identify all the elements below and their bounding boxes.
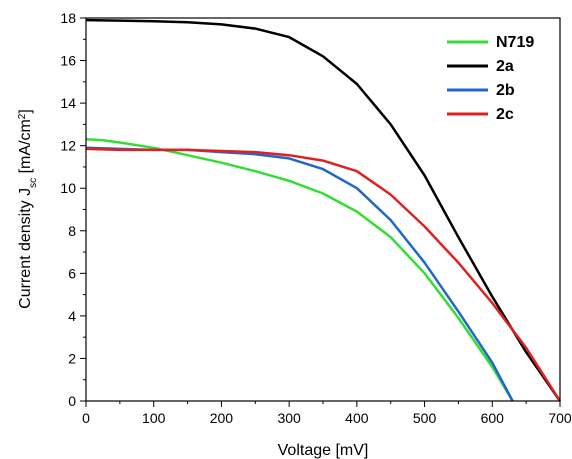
plot-lines	[85, 18, 562, 402]
y-axis-title-subscript: sc	[28, 178, 39, 188]
y-tick-label: 8	[68, 223, 76, 239]
y-tick-label: 18	[60, 10, 76, 26]
series-line-2c	[85, 147, 562, 402]
y-axis-title-superscript: 2	[17, 113, 28, 119]
plot-frame	[85, 17, 561, 402]
y-axis-title: Current density Jsc [mA/cm2]	[17, 109, 39, 309]
x-tick-label: 400	[345, 410, 369, 426]
y-tick-label: 16	[60, 53, 76, 69]
legend-label-2a: 2a	[496, 58, 514, 75]
x-axis-ticks: 0 100 200 300 400 500 600 700	[82, 401, 572, 426]
x-tick-label: 600	[481, 410, 505, 426]
y-axis-title-main: Current density J	[17, 188, 34, 309]
x-tick-label: 700	[548, 410, 572, 426]
y-tick-label: 14	[60, 95, 76, 111]
x-tick-label: 200	[210, 410, 234, 426]
y-tick-label: 4	[68, 308, 76, 324]
x-tick-label: 500	[413, 410, 437, 426]
series-line-n719	[85, 138, 514, 402]
series-line-2a	[85, 18, 562, 402]
y-axis-title-unit: [mA/cm	[17, 119, 34, 178]
x-tick-label: 0	[82, 410, 90, 426]
y-tick-label: 10	[60, 180, 76, 196]
y-axis-title-close: ]	[17, 109, 34, 113]
y-tick-label: 0	[68, 393, 76, 409]
x-tick-label: 100	[142, 410, 166, 426]
y-tick-label: 6	[68, 265, 76, 281]
y-tick-label: 12	[60, 138, 76, 154]
x-axis-title: Voltage [mV]	[278, 442, 369, 459]
legend: N719 2a 2b 2c	[447, 34, 534, 123]
legend-label-2c: 2c	[496, 106, 514, 123]
y-tick-label: 2	[68, 350, 76, 366]
legend-label-2b: 2b	[496, 82, 515, 99]
x-tick-label: 300	[277, 410, 301, 426]
y-axis-ticks: 0 2 4 6 8 10 12 14 16 18	[60, 10, 86, 409]
legend-label-n719: N719	[496, 34, 534, 51]
